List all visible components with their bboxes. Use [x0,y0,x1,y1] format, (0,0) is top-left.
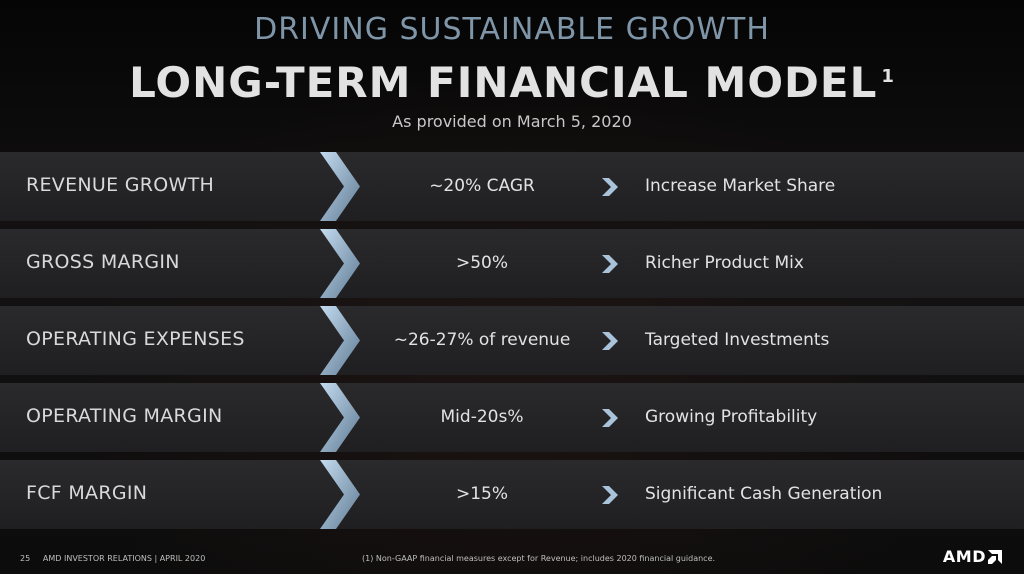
row-outcome: Richer Product Mix [645,253,804,273]
row-value: ~20% CAGR [429,176,535,196]
row-label: OPERATING MARGIN [26,405,223,427]
logo-text: AMD [942,547,986,566]
chevron-right-icon [320,383,360,452]
row-label: FCF MARGIN [26,482,148,504]
chevron-right-icon [602,332,618,350]
row-value: >50% [455,253,509,273]
amd-logo: AMD [943,547,1002,566]
row-label: OPERATING EXPENSES [26,328,245,350]
chevron-right-icon [320,152,360,221]
chevron-right-icon [320,306,360,375]
model-row-operating-expenses: OPERATING EXPENSES ~26-27% of revenue Ta… [0,306,1024,375]
row-outcome: Growing Profitability [645,407,818,427]
model-row-revenue-growth: REVENUE GROWTH ~20% CAGR Increase Market… [0,152,1024,221]
slide-subtitle: As provided on March 5, 2020 [392,112,632,131]
footer-source: AMD INVESTOR RELATIONS | APRIL 2020 [42,554,206,563]
chevron-right-icon [320,229,360,298]
chevron-right-icon [602,409,618,427]
chevron-right-icon [602,255,618,273]
model-row-fcf-margin: FCF MARGIN >15% Significant Cash Generat… [0,460,1024,529]
amd-arrow-logo-icon [988,550,1002,564]
row-outcome: Targeted Investments [645,330,830,350]
slide-kicker: DRIVING SUSTAINABLE GROWTH [254,12,770,47]
slide-footer: 25 AMD INVESTOR RELATIONS | APRIL 2020 (… [0,542,1024,574]
row-value: Mid-20s% [440,407,524,427]
row-value: ~26-27% of revenue [393,330,571,350]
footnote-marker: 1 [881,66,895,87]
slide-header: DRIVING SUSTAINABLE GROWTH LONG-TERM FIN… [0,12,1024,131]
footnote: (1) Non-GAAP financial measures except f… [362,554,716,563]
footer-left: 25 AMD INVESTOR RELATIONS | APRIL 2020 [20,554,205,563]
page-number: 25 [20,554,31,563]
slide-title-text: LONG-TERM FINANCIAL MODEL [129,58,878,107]
row-label: REVENUE GROWTH [26,174,215,196]
financial-model-table: REVENUE GROWTH ~20% CAGR Increase Market… [0,152,1024,537]
chevron-right-icon [320,460,360,529]
model-row-gross-margin: GROSS MARGIN >50% Richer Product Mix [0,229,1024,298]
model-row-operating-margin: OPERATING MARGIN Mid-20s% Growing Profit… [0,383,1024,452]
row-label: GROSS MARGIN [26,251,180,273]
chevron-right-icon [602,486,618,504]
row-outcome: Increase Market Share [645,176,836,196]
row-outcome: Significant Cash Generation [645,484,883,504]
slide-title: LONG-TERM FINANCIAL MODEL 1 [0,52,1024,108]
row-value: >15% [455,484,509,504]
chevron-right-icon [602,178,618,196]
